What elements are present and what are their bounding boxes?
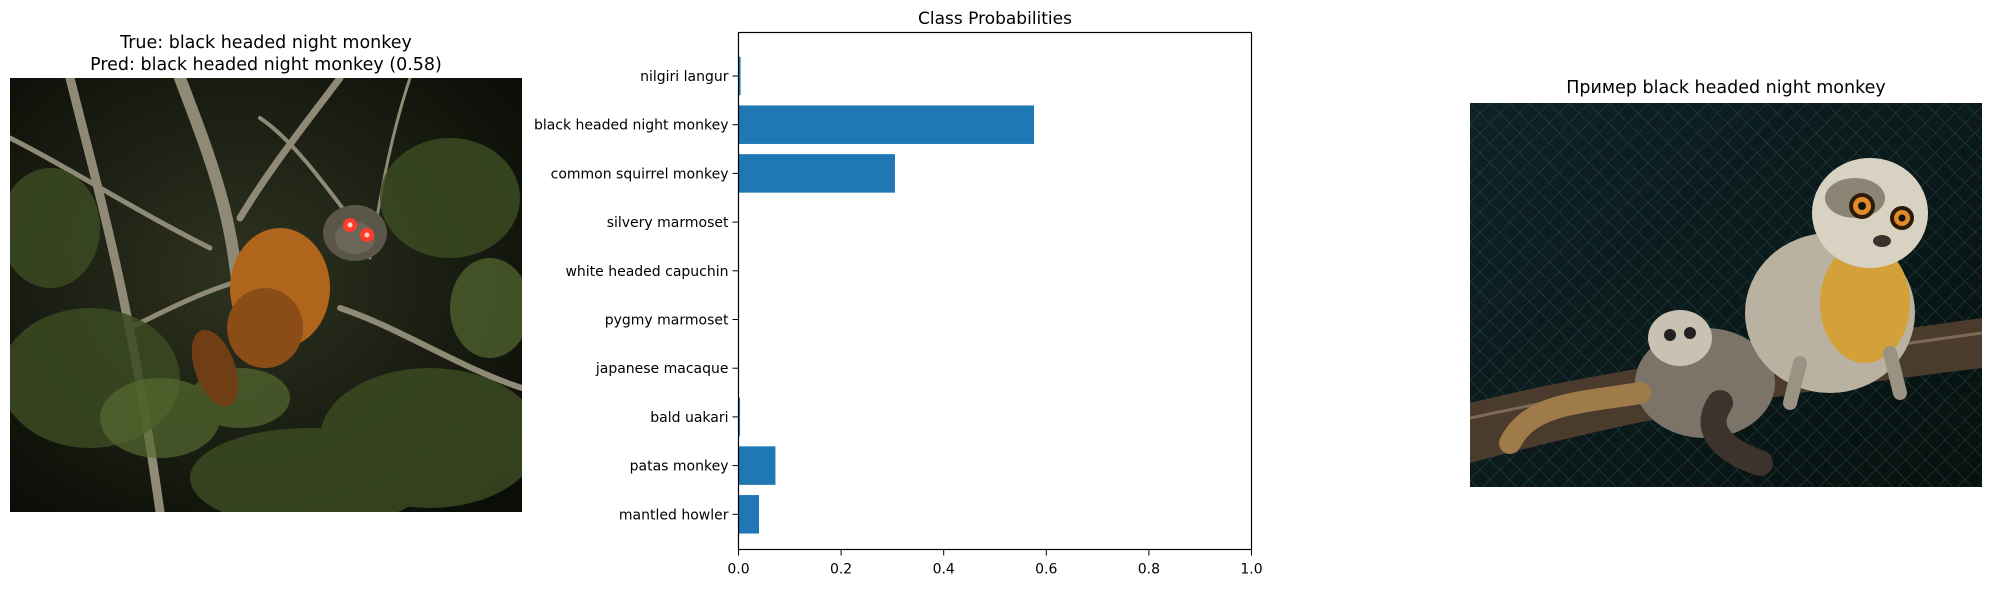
y-tick-label: white headed capuchin — [565, 264, 728, 280]
x-tick-label: 0.8 — [1138, 562, 1160, 578]
y-tick-label: silvery marmoset — [607, 215, 729, 231]
example-image-graphic — [1470, 103, 1982, 487]
example-image — [1470, 103, 1982, 487]
y-tick-label: bald uakari — [650, 410, 728, 426]
x-tick-label: 0.4 — [933, 562, 955, 578]
y-tick-label: black headed night monkey — [534, 118, 729, 134]
left-image-title: True: black headed night monkey Pred: bl… — [10, 32, 522, 76]
bar-bald-uakari — [738, 397, 741, 437]
y-tick-label: japanese macaque — [595, 361, 729, 377]
y-tick-label: common squirrel monkey — [551, 166, 729, 182]
bar-black-headed-night-monkey — [738, 105, 1034, 144]
bar-common-squirrel-monkey — [738, 154, 895, 193]
example-image-title: Пример black headed night monkey — [1566, 78, 1886, 98]
bar-nilgiri-langur — [738, 56, 741, 96]
true-label: True: black headed night monkey — [120, 33, 412, 53]
y-tick-label: mantled howler — [619, 507, 729, 523]
y-tick-label: patas monkey — [630, 459, 729, 475]
chart-title: Class Probabilities — [918, 9, 1072, 29]
test-image — [10, 78, 522, 512]
y-tick-label: nilgiri langur — [640, 69, 729, 85]
x-tick-label: 0.2 — [830, 562, 852, 578]
x-tick-label: 0.6 — [1035, 562, 1057, 578]
bar-patas-monkey — [738, 446, 776, 485]
y-tick-label: pygmy marmoset — [605, 313, 729, 329]
x-tick-label: 1.0 — [1240, 562, 1262, 578]
bar-mantled-howler — [738, 495, 760, 534]
pred-label: Pred: black headed night monkey (0.58) — [90, 55, 442, 75]
x-tick-label: 0.0 — [727, 562, 749, 578]
test-image-graphic — [10, 78, 522, 512]
plot-area-frame — [737, 31, 1253, 551]
